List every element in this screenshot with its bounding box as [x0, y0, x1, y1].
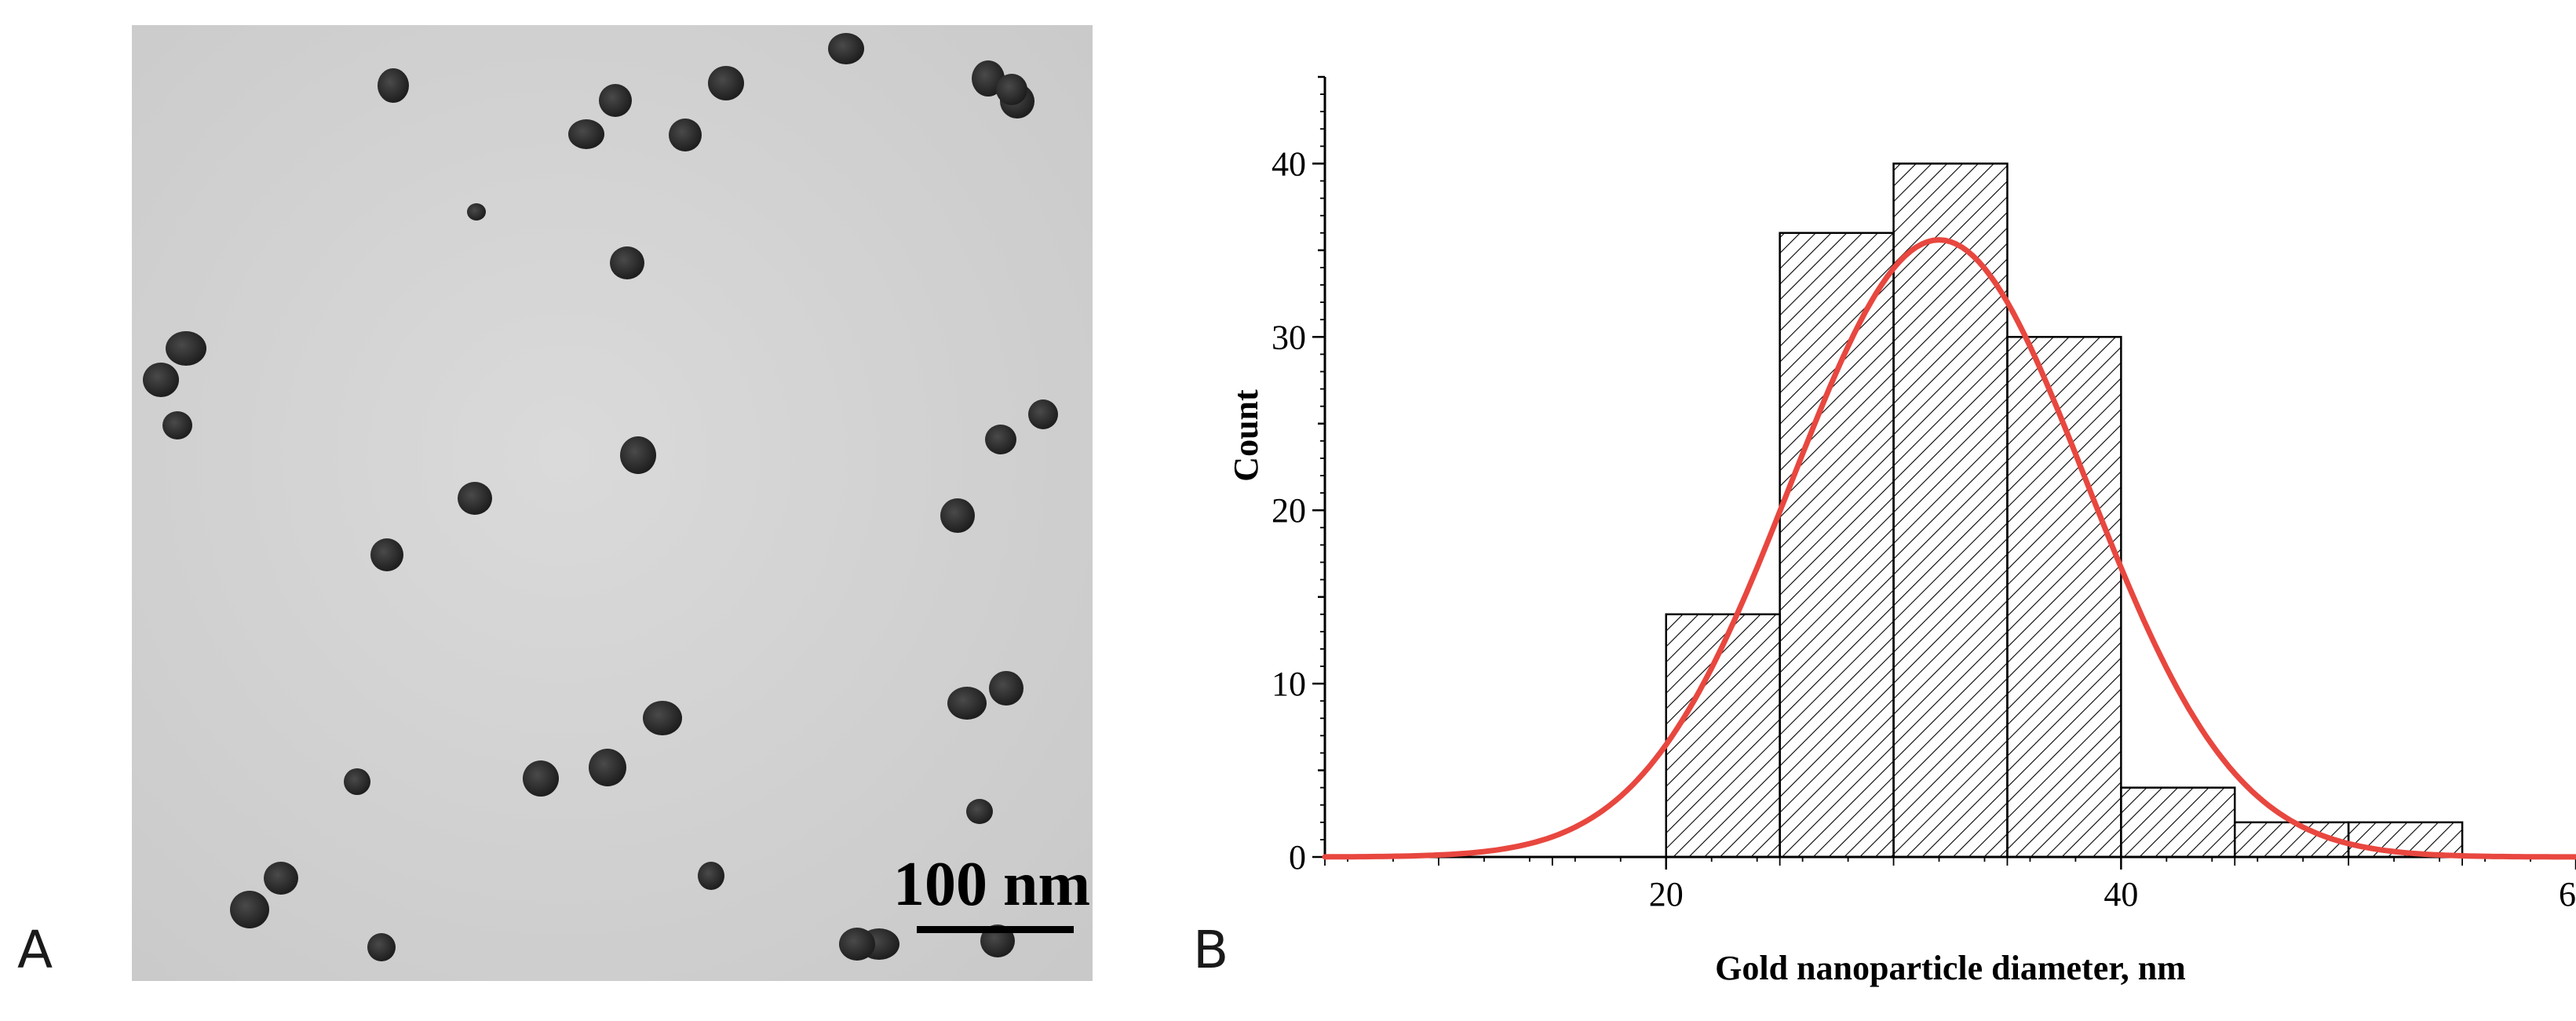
panel-b-letter: B	[1193, 920, 1229, 980]
x-axis-title: Gold nanoparticle diameter, nm	[1715, 949, 2186, 987]
scale-bar	[917, 926, 1074, 933]
nanoparticle	[264, 862, 298, 895]
chart-axes: 0 10 20 30 40 20 40 60	[1272, 75, 2576, 913]
nanoparticle	[523, 760, 559, 797]
nanoparticle	[940, 498, 975, 533]
y-axis-title: Count	[1227, 389, 1265, 482]
nanoparticle	[467, 203, 486, 221]
histogram-chart: 0 10 20 30 40 20 40 60 Gold nanoparticle diamet…	[1227, 75, 2576, 987]
nanoparticle	[230, 891, 269, 928]
nanoparticle	[828, 33, 864, 64]
nanoparticle	[989, 671, 1023, 706]
nanoparticle	[370, 538, 403, 571]
y-tick-label: 20	[1272, 491, 1306, 530]
tem-micrograph-panel: 100 nm	[132, 25, 1093, 981]
nanoparticle	[378, 68, 409, 103]
histogram-bar	[2120, 786, 2236, 859]
histogram-bar	[1665, 613, 1781, 859]
nanoparticle	[708, 66, 744, 100]
nanoparticle	[966, 799, 993, 824]
nanoparticle	[367, 933, 396, 961]
nanoparticle	[669, 119, 702, 151]
nanoparticle	[344, 768, 370, 795]
scale-bar-label: 100 nm	[893, 850, 1091, 919]
y-tick-label: 0	[1289, 838, 1306, 877]
histogram-bars	[1665, 162, 2464, 859]
nanoparticle	[143, 363, 179, 397]
nanoparticle	[458, 482, 492, 515]
nanoparticle	[610, 246, 644, 279]
nanoparticle	[839, 928, 875, 961]
x-tick-label: 60	[2559, 875, 2576, 913]
nanoparticle	[589, 749, 626, 786]
tem-background	[132, 25, 1093, 981]
nanoparticle	[1028, 399, 1058, 429]
gaussian-fit-curve	[1322, 237, 2576, 860]
nanoparticle	[568, 119, 604, 149]
nanoparticle	[166, 331, 206, 366]
y-tick-label: 40	[1272, 144, 1306, 183]
nanoparticle	[985, 425, 1016, 454]
x-tick-label: 20	[1649, 875, 1684, 913]
tem-micrograph	[132, 25, 1093, 981]
nanoparticle	[698, 862, 724, 890]
histogram-bar	[1779, 232, 1895, 859]
histogram-bar	[2006, 336, 2122, 859]
nanoparticle	[996, 74, 1027, 105]
histogram-panel: 0 10 20 30 40 20 40 60 Gold nanoparticle diamet…	[1224, 0, 2576, 1021]
nanoparticle	[620, 436, 656, 474]
panel-a-letter: A	[17, 920, 53, 980]
nanoparticle	[599, 84, 632, 117]
nanoparticle	[947, 687, 987, 720]
y-tick-label: 30	[1272, 318, 1306, 356]
nanoparticle	[643, 701, 682, 735]
nanoparticles	[143, 33, 1058, 961]
y-tick-label: 10	[1272, 665, 1306, 703]
nanoparticle	[162, 411, 192, 439]
histogram-bar	[1892, 162, 2009, 859]
x-tick-label: 40	[2103, 875, 2138, 913]
